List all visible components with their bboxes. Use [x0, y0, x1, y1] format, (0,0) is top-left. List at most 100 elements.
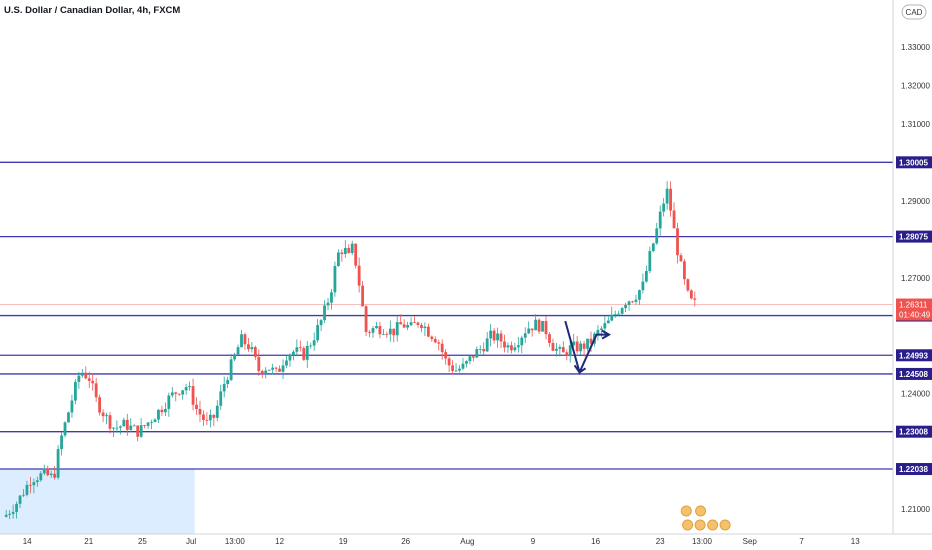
x-tick-label: 25 [138, 537, 147, 546]
candle-body [565, 352, 569, 356]
candle-body [336, 252, 340, 267]
candle-body [399, 322, 403, 325]
candle-body [264, 370, 268, 375]
candle-body [503, 341, 506, 348]
candle-body [39, 473, 43, 481]
chart-title: U.S. Dollar / Canadian Dollar, 4h, FXCM [4, 5, 180, 16]
candle-body [644, 271, 648, 282]
candle-body [641, 281, 645, 291]
candle-body [323, 305, 326, 321]
candle-body [465, 361, 468, 364]
candle-body [420, 324, 423, 329]
economic-event-icon[interactable] [719, 519, 731, 531]
candle-body [371, 328, 375, 333]
x-tick-label: 14 [23, 537, 32, 546]
candle-body [482, 349, 486, 352]
candle-body [364, 306, 368, 332]
event-flag-icon [695, 505, 707, 517]
candle-body [98, 397, 102, 413]
candle-body [440, 343, 444, 353]
candle-body [188, 386, 191, 388]
event-flag-icon [682, 519, 694, 531]
candle-body [202, 414, 205, 420]
event-flag-icon [694, 519, 706, 531]
candle-body [208, 414, 212, 421]
candle-body [132, 425, 136, 427]
candle-body [447, 358, 451, 366]
y-tick-label: 1.31000 [901, 120, 930, 129]
candle-body [454, 370, 458, 372]
candle-body [70, 400, 74, 413]
level-price-tag [896, 425, 932, 438]
candle-body [620, 308, 624, 314]
economic-event-icon[interactable] [682, 519, 694, 531]
candle-body [378, 326, 382, 335]
candle-body [4, 514, 8, 517]
candle-body [416, 322, 420, 325]
candle-body [409, 322, 413, 326]
level-price-tag [896, 367, 932, 380]
candle-body [74, 381, 77, 401]
candle-body [240, 334, 243, 348]
candle-body [669, 188, 672, 211]
candle-body [395, 322, 399, 336]
candle-body [125, 419, 129, 430]
candle-body [312, 340, 316, 346]
candle-body [219, 391, 223, 406]
candle-body [599, 328, 603, 330]
candle-body [426, 326, 430, 337]
x-tick-label: 13:00 [225, 537, 246, 546]
candle-body [181, 390, 185, 395]
candle-body [478, 349, 482, 350]
economic-event-icon[interactable] [680, 505, 692, 517]
candle-body [67, 412, 70, 423]
economic-event-icon[interactable] [695, 505, 707, 517]
candle-body [572, 341, 576, 346]
level-price-label: 1.23008 [899, 428, 928, 437]
candle-body [651, 243, 655, 252]
economic-event-icon[interactable] [707, 519, 719, 531]
candle-body [437, 342, 441, 344]
candle-body [693, 298, 697, 300]
candle-body [575, 341, 579, 352]
candle-body [603, 323, 607, 329]
shaded-range [0, 469, 195, 535]
candle-body [163, 408, 167, 413]
candle-body [343, 247, 347, 255]
candle-body [461, 363, 465, 369]
candle-body [672, 210, 676, 229]
candle-body [451, 365, 454, 371]
level-price-tag [896, 463, 932, 476]
candle-body [236, 347, 240, 355]
candle-body [184, 387, 188, 391]
candle-body [326, 302, 330, 306]
candle-body [392, 328, 396, 336]
candle-body [475, 349, 479, 358]
candle-body [361, 285, 365, 307]
candle-body [233, 354, 236, 360]
candle-body [686, 279, 690, 291]
candle-body [523, 333, 527, 338]
candle-body [347, 247, 351, 253]
candle-body [433, 339, 437, 343]
y-tick-label: 1.21000 [901, 505, 930, 514]
candle-body [167, 395, 171, 409]
candle-body [174, 392, 178, 394]
currency-badge[interactable]: CAD [901, 4, 927, 20]
level-price-tag [896, 230, 932, 243]
candle-body [561, 347, 565, 353]
candle-body [170, 392, 174, 396]
current-price-label: 1.26311 [899, 301, 928, 310]
candle-body [468, 356, 472, 362]
candle-body [108, 415, 112, 429]
y-tick-label: 1.29000 [901, 197, 930, 206]
zigzag-arrow-line[interactable] [564, 320, 610, 376]
candle-body [568, 345, 572, 356]
candle-body [350, 243, 354, 253]
candle-body [80, 372, 84, 376]
economic-event-icon[interactable] [694, 519, 706, 531]
candle-body [212, 414, 216, 418]
x-tick-label: 9 [531, 537, 536, 546]
x-tick-label: 12 [275, 537, 284, 546]
